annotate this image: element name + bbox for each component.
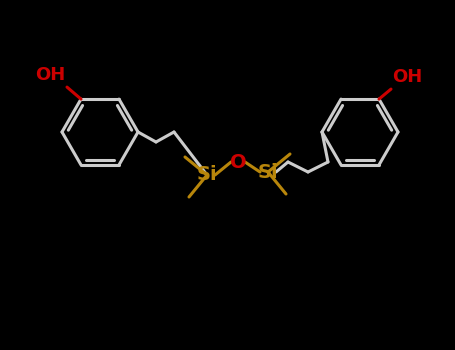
Text: OH: OH	[35, 66, 65, 84]
Text: Si: Si	[258, 162, 278, 182]
Text: OH: OH	[392, 68, 422, 86]
Text: O: O	[230, 153, 246, 172]
Text: Si: Si	[197, 166, 217, 184]
